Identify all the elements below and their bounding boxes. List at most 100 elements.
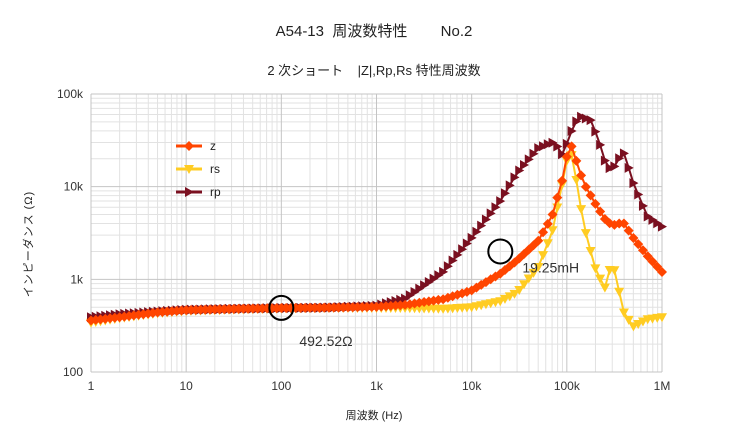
data-point-z (557, 175, 568, 186)
data-point-rp (434, 270, 444, 281)
data-point-z (652, 261, 663, 272)
data-point-rp (553, 141, 563, 152)
data-point-rp (401, 293, 411, 304)
data-point-rs (576, 205, 587, 215)
data-point-rp (496, 196, 506, 207)
data-point-rp (619, 148, 629, 159)
data-point-rs (509, 289, 520, 299)
data-point-rp (477, 220, 487, 231)
data-point-z (628, 233, 639, 244)
data-point-rs (657, 313, 667, 323)
y-tick-label: 100k (57, 87, 84, 101)
data-point-rp (529, 148, 539, 159)
data-point-rs (580, 229, 591, 239)
data-point-rs (538, 251, 549, 261)
data-point-z (590, 198, 601, 209)
x-tick-label: 1M (654, 379, 671, 393)
data-point-rp (658, 221, 667, 232)
x-tick-label: 100 (271, 379, 291, 393)
data-point-rp (420, 280, 430, 291)
data-point-rp (448, 255, 458, 266)
data-point-rs (614, 287, 625, 297)
data-point-z (533, 235, 544, 246)
y-tick-label: 10k (64, 180, 84, 194)
data-point-rs (519, 280, 530, 290)
data-point-z (618, 218, 629, 229)
data-point-rp (596, 139, 606, 150)
data-point-rp (515, 165, 525, 176)
data-point-z (585, 190, 596, 201)
data-point-rp (643, 211, 653, 222)
data-point-rs (623, 315, 634, 325)
data-point-rs (571, 176, 582, 186)
data-point-z (538, 227, 549, 238)
data-point-z (595, 206, 606, 217)
data-point-rp (634, 189, 644, 200)
legend-label-rs: rs (210, 162, 220, 176)
data-point-z (637, 245, 648, 256)
data-point-z (552, 192, 563, 203)
data-point-z (542, 218, 553, 229)
data-point-rp (600, 155, 610, 166)
y-tick-label: 1k (70, 272, 84, 286)
data-point-rs (590, 264, 601, 274)
data-point-rp (453, 249, 463, 260)
data-point-rp (481, 214, 491, 225)
data-point-rp (629, 178, 639, 189)
data-point-rp (543, 139, 553, 150)
data-point-rp (472, 226, 482, 237)
data-point-rp (591, 126, 601, 137)
data-point-rp (567, 126, 577, 137)
data-point-rs (618, 308, 629, 318)
data-point-rp (486, 208, 496, 219)
data-point-rp (624, 162, 634, 173)
data-point-rp (520, 159, 530, 170)
data-point-z (580, 181, 591, 192)
data-point-rp (534, 143, 544, 154)
x-axis-label: 周波数 (Hz) (345, 410, 403, 422)
x-tick-label: 1 (88, 379, 95, 393)
data-point-z (571, 155, 582, 166)
data-point-rp (548, 137, 558, 148)
data-point-rp (491, 202, 501, 213)
data-point-rp (443, 261, 453, 272)
data-point-rp (467, 232, 477, 243)
data-point-z (623, 225, 634, 236)
data-point-rp (572, 116, 582, 127)
data-point-z (657, 266, 667, 277)
data-point-rp (610, 161, 620, 172)
y-tick-label: 100 (63, 365, 83, 379)
data-point-rp (405, 290, 415, 301)
x-tick-label: 10 (179, 379, 193, 393)
data-point-rp (424, 276, 434, 287)
x-tick-label: 1k (370, 379, 384, 393)
data-point-rs (595, 274, 606, 284)
data-point-rp (577, 111, 587, 122)
chart-title: A54-13 周波数特性 No.2 (275, 23, 473, 40)
data-point-rs (523, 274, 534, 284)
annotation-label: 19.25mH (522, 259, 579, 275)
legend-marker-z (184, 141, 194, 151)
data-point-rp (638, 200, 648, 211)
data-point-rs (514, 285, 525, 295)
data-point-rp (648, 214, 658, 225)
data-point-z (647, 256, 658, 267)
legend-label-z: z (210, 139, 216, 153)
annotation-circle (268, 294, 295, 321)
data-point-rs (599, 283, 610, 293)
legend-marker-rp (185, 187, 194, 197)
legend-label-rp: rp (210, 185, 221, 199)
data-point-rp (500, 188, 510, 199)
data-point-rp (653, 218, 663, 229)
data-point-rp (429, 273, 439, 284)
data-point-rs (585, 247, 596, 257)
data-point-rp (605, 163, 615, 174)
data-point-z (566, 141, 577, 152)
data-point-rp (581, 113, 591, 124)
data-point-rp (615, 153, 625, 164)
data-point-rs (533, 263, 544, 273)
data-point-rp (562, 138, 572, 149)
data-point-z (561, 151, 572, 162)
x-tick-label: 10k (462, 379, 482, 393)
